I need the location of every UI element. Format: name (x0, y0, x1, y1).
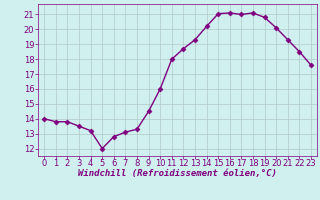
X-axis label: Windchill (Refroidissement éolien,°C): Windchill (Refroidissement éolien,°C) (78, 169, 277, 178)
